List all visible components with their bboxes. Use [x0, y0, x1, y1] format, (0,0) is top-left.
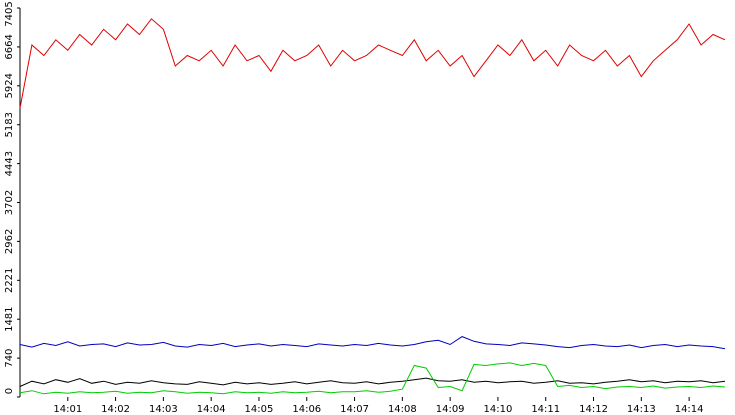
x-tick-label: 14:07 [340, 404, 369, 415]
series-line [19, 377, 726, 387]
x-tick-label: 14:03 [149, 404, 178, 415]
x-tick-label: 14:06 [292, 404, 321, 415]
x-tick-label: 14:01 [53, 404, 82, 415]
x-tick-label: 14:10 [484, 404, 513, 415]
x-tick-label: 14:02 [101, 404, 130, 415]
series-line [19, 18, 726, 109]
y-tick-label: 2962 [4, 229, 15, 254]
y-tick-label: 4443 [4, 151, 15, 176]
y-tick-label: 0 [4, 388, 15, 394]
x-tick-label: 14:09 [436, 404, 465, 415]
x-tick-label: 14:08 [388, 404, 417, 415]
x-tick-label: 14:11 [531, 404, 560, 415]
x-tick-label: 14:04 [197, 404, 226, 415]
y-tick-label: 740 [4, 349, 15, 368]
x-tick-label: 14:12 [579, 404, 608, 415]
series-line [19, 362, 726, 395]
y-tick-label: 6664 [4, 34, 15, 59]
y-tick-label: 1481 [4, 306, 15, 331]
y-tick-label: 5924 [4, 73, 15, 98]
x-tick-label: 14:13 [627, 404, 656, 415]
x-tick-label: 14:05 [245, 404, 274, 415]
y-tick-label: 5183 [4, 112, 15, 137]
x-tick-label: 14:14 [675, 404, 704, 415]
y-tick-label: 7405 [4, 1, 15, 26]
y-tick-label: 3702 [4, 190, 15, 215]
y-tick-label: 2221 [4, 268, 15, 293]
series-line [19, 336, 726, 350]
